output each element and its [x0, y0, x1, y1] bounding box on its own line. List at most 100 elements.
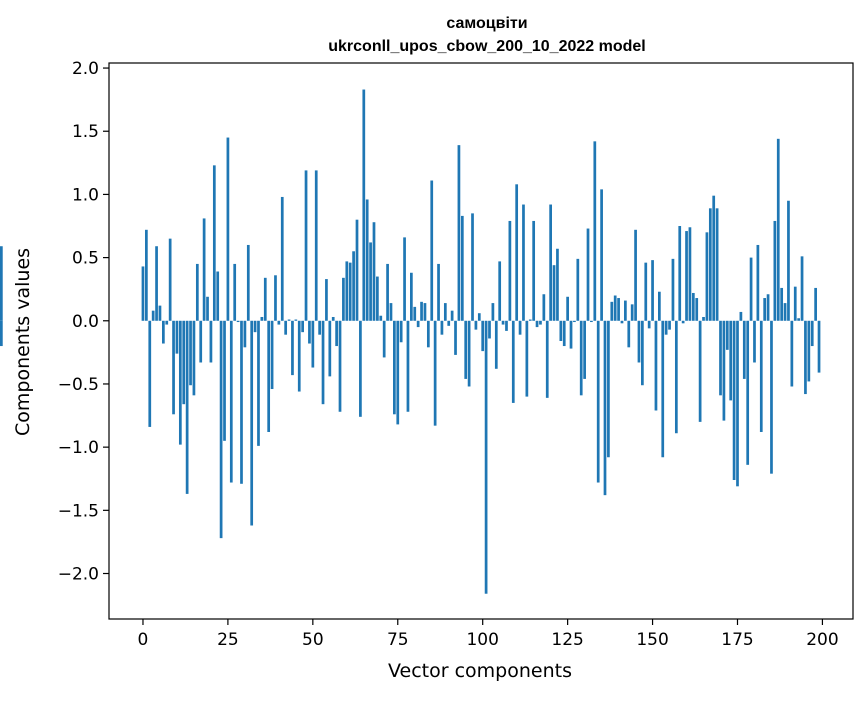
bar [644, 262, 648, 321]
bar [515, 184, 519, 321]
bar [634, 229, 637, 321]
bar [566, 296, 569, 321]
bar [433, 320, 437, 426]
bar [355, 219, 359, 321]
bar [624, 300, 627, 321]
bar [437, 263, 440, 321]
bar [525, 320, 529, 397]
chart-subtitle: ukrconll_upos_cbow_200_10_2022 model [328, 38, 645, 55]
plot-area-frame [108, 62, 854, 620]
x-tick-label: 50 [302, 630, 324, 650]
bar [793, 286, 797, 321]
bar [379, 315, 383, 321]
bar [770, 320, 773, 474]
bar [178, 320, 182, 445]
bar [287, 319, 291, 321]
bar [590, 320, 593, 323]
bar [617, 298, 620, 321]
y-tick-label: 0.0 [72, 312, 99, 332]
bar [753, 320, 756, 363]
bar [253, 320, 257, 333]
bar [226, 137, 230, 321]
bar [814, 287, 817, 321]
bar [579, 320, 583, 396]
bar [331, 316, 335, 321]
x-tick-label: 0 [138, 630, 149, 650]
bar [158, 305, 162, 321]
bar [722, 320, 726, 421]
bar [233, 263, 237, 321]
bar [189, 320, 192, 386]
bar [335, 320, 338, 347]
bar [763, 298, 767, 321]
bar [416, 320, 420, 328]
bar [172, 320, 175, 415]
bar [498, 261, 502, 321]
bar [426, 320, 430, 348]
bar [807, 320, 811, 382]
y-axis-label: Components values [12, 248, 34, 436]
bar [603, 320, 607, 496]
bar [780, 287, 784, 321]
bar [481, 320, 485, 352]
bar [471, 213, 474, 321]
bar [501, 320, 505, 325]
bar [165, 320, 169, 325]
bar [236, 320, 240, 323]
bar [804, 320, 807, 395]
bar [759, 320, 763, 432]
bar [494, 320, 498, 369]
y-tick-label: 1.5 [72, 122, 99, 142]
bar [430, 180, 434, 321]
bar [528, 319, 532, 321]
bar [773, 220, 777, 321]
bar [447, 320, 451, 326]
bar [311, 320, 315, 368]
bar [413, 306, 417, 321]
bar [246, 244, 250, 321]
bar [294, 319, 298, 321]
bar [556, 248, 559, 321]
bar [321, 320, 325, 405]
bar [328, 320, 332, 377]
bar [712, 195, 716, 321]
bar [787, 200, 790, 321]
bar [583, 320, 586, 379]
bar [376, 276, 379, 321]
bar [372, 222, 376, 321]
bar [359, 320, 362, 417]
bar [702, 316, 705, 321]
bar [647, 320, 651, 329]
bar [732, 320, 736, 480]
bar [705, 232, 709, 321]
bar [280, 196, 284, 321]
bar [420, 301, 423, 321]
y-tick-label: 1.0 [72, 185, 99, 205]
bar [661, 320, 665, 458]
bar [274, 275, 277, 321]
bar [440, 320, 444, 335]
bar [491, 303, 495, 321]
bar [654, 320, 658, 411]
bar [345, 261, 349, 321]
bar [202, 218, 206, 321]
bar [185, 320, 189, 494]
bar [382, 320, 386, 358]
bar [216, 271, 220, 321]
bar [260, 316, 264, 321]
bar [0, 246, 3, 321]
x-tick-label: 25 [217, 630, 239, 650]
bar [291, 320, 294, 376]
bar [145, 229, 148, 321]
bar [365, 199, 369, 321]
bar [651, 260, 654, 321]
bar [209, 320, 213, 363]
bar [562, 320, 566, 347]
bar [223, 320, 226, 441]
bar [746, 320, 750, 465]
bar [206, 296, 209, 321]
bar [552, 265, 556, 321]
bar [800, 256, 804, 321]
bar [545, 320, 549, 398]
x-tick-label: 75 [387, 630, 409, 650]
